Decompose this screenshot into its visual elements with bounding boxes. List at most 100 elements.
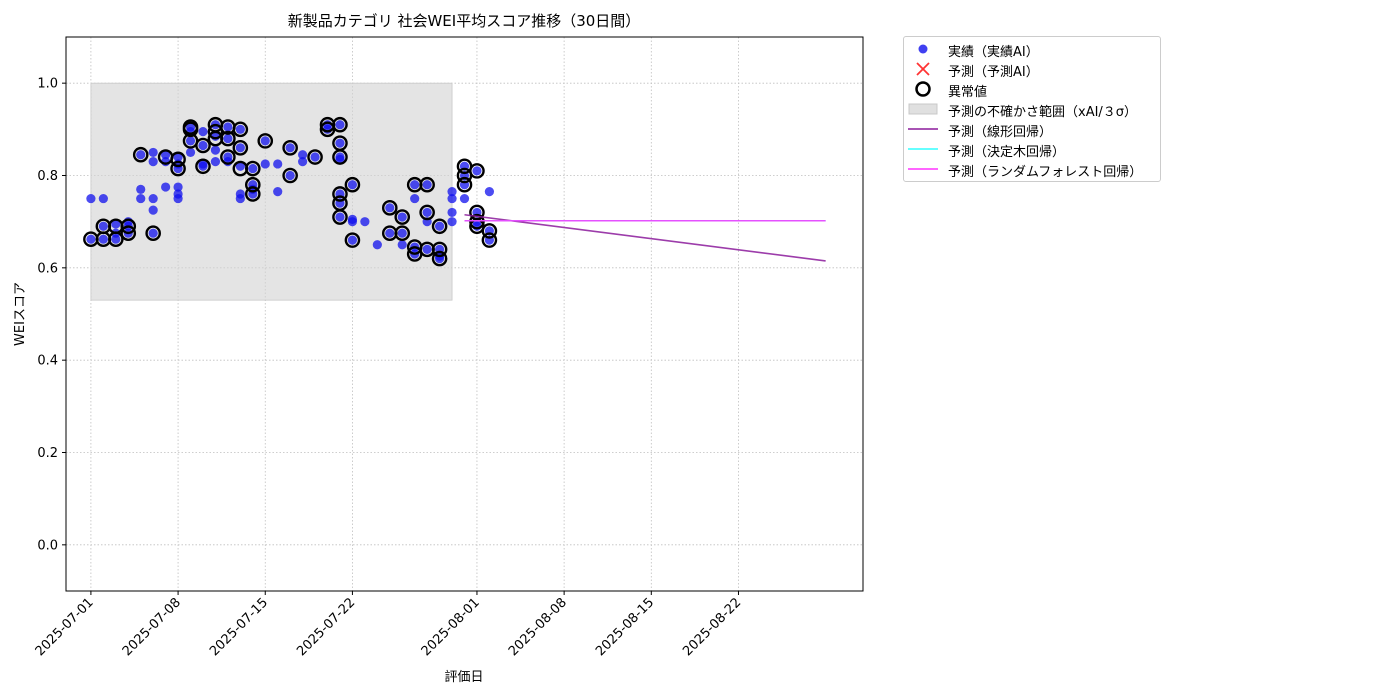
- legend-item-predicted: 予測（予測AI）: [904, 59, 1160, 80]
- anomaly-ring: [344, 232, 361, 248]
- y-tick-label: 0.0: [37, 538, 58, 553]
- actual-point: [235, 161, 245, 171]
- actual-point: [422, 244, 432, 254]
- anomaly-ring: [145, 225, 161, 242]
- anomaly-ring: [344, 176, 361, 193]
- anomaly-ring: [195, 137, 211, 154]
- actual-point: [210, 157, 221, 167]
- y-tick-label: 0.8: [37, 169, 58, 184]
- legend-label-band: 予測の不確かさ範囲（xAI/３σ）: [948, 105, 1138, 120]
- actual-point: [347, 235, 358, 245]
- plot-frame: [65, 36, 864, 592]
- actual-point: [148, 205, 158, 215]
- anomaly-ring: [257, 133, 274, 149]
- anomaly-ring: [456, 176, 473, 193]
- legend-label-linear: 予測（線形回帰）: [948, 125, 1053, 140]
- actual-point: [335, 212, 345, 222]
- actual-point: [173, 193, 183, 204]
- forecast-lines: [464, 213, 826, 262]
- actual-point: [148, 147, 158, 158]
- actual-point: [434, 221, 445, 231]
- legend-label-forest: 予測（ランダムフォレスト回帰）: [948, 165, 1143, 180]
- actual-point: [148, 228, 158, 238]
- actual-point: [223, 133, 233, 144]
- actual-point: [397, 228, 407, 238]
- actual-point: [273, 187, 283, 197]
- legend-label-anomaly: 異常値: [948, 85, 988, 100]
- anomaly-ring: [120, 218, 137, 235]
- actual-point: [210, 145, 221, 155]
- anomaly-ring: [481, 223, 498, 239]
- legend-symbol-tree: [908, 148, 938, 150]
- legend-symbol-actual: [918, 44, 928, 54]
- actual-point: [472, 166, 482, 176]
- actual-point: [86, 234, 96, 244]
- actual-point: [335, 120, 345, 130]
- y-axis-label: WEIスコア: [13, 282, 28, 346]
- actual-point: [86, 193, 96, 204]
- legend-item-forest: 予測（ランダムフォレスト回帰）: [904, 159, 1160, 180]
- actual-point: [260, 159, 270, 169]
- uncertainty-band: [90, 82, 453, 301]
- x-tick-label: 2025-08-22: [680, 595, 744, 659]
- actual-point: [447, 207, 457, 218]
- actual-point: [422, 180, 432, 190]
- legend-item-band: 予測の不確かさ範囲（xAI/３σ）: [904, 99, 1160, 120]
- anomaly-ring: [419, 204, 435, 221]
- x-tick-label: 2025-07-08: [120, 595, 184, 659]
- legend-item-anomaly: 異常値: [904, 79, 1160, 100]
- anomaly-ring: [394, 225, 411, 242]
- actual-point: [148, 157, 158, 167]
- actual-point: [98, 234, 108, 244]
- anomaly-ring: [332, 209, 348, 225]
- actual-point: [136, 184, 146, 194]
- actual-point: [173, 182, 183, 192]
- actual-points: [86, 120, 495, 264]
- anomaly-ring: [332, 186, 348, 202]
- anomaly-ring: [394, 209, 411, 225]
- actual-point: [310, 152, 320, 162]
- legend-symbol-anomaly: [915, 81, 931, 97]
- anomaly-ring: [232, 139, 249, 156]
- actual-point: [447, 187, 457, 197]
- uncertainty-band-rect: [90, 82, 453, 301]
- anomaly-ring: [195, 158, 211, 175]
- anomaly-ring: [469, 213, 485, 230]
- x-tick-label: 2025-08-15: [593, 595, 657, 659]
- legend-item-actual: 実績（実績AI）: [904, 39, 1160, 60]
- legend: 実績（実績AI） 予測（予測AI） 異常値 予測の不確かさ範囲（xAI/３σ） …: [903, 36, 1161, 182]
- actual-point: [235, 193, 245, 204]
- x-tick-label: 2025-07-22: [294, 595, 358, 659]
- actual-point: [459, 193, 470, 204]
- anomaly-ring: [431, 250, 448, 267]
- actual-point: [285, 170, 295, 181]
- actual-point: [161, 150, 171, 160]
- anomaly-ring: [132, 146, 149, 163]
- actual-point: [198, 127, 208, 137]
- legend-symbol-forest: [908, 168, 938, 170]
- actual-point: [410, 180, 420, 190]
- actual-point: [335, 154, 345, 164]
- anomaly-ring: [220, 149, 236, 165]
- actual-point: [298, 150, 308, 160]
- anomaly-ring: [419, 176, 435, 193]
- y-tick-label: 0.2: [37, 446, 58, 461]
- actual-point: [335, 138, 345, 148]
- legend-item-tree: 予測（決定木回帰）: [904, 139, 1160, 160]
- actual-point: [385, 203, 395, 213]
- actual-point: [235, 124, 245, 134]
- x-axis-ticks: 2025-07-01 2025-07-08 2025-07-15 2025-07-22…: [33, 591, 744, 659]
- anomaly-ring: [220, 130, 236, 147]
- anomaly-ring: [332, 116, 348, 133]
- legend-label-actual: 実績（実績AI）: [948, 45, 1039, 60]
- anomaly-ring: [244, 186, 261, 202]
- actual-point: [447, 193, 457, 204]
- anomaly-ring: [120, 225, 137, 242]
- anomaly-ring: [170, 151, 186, 168]
- anomaly-ring: [282, 139, 298, 156]
- x-tick-label: 2025-07-01: [33, 595, 97, 659]
- actual-point: [198, 161, 208, 171]
- actual-point: [248, 163, 258, 174]
- forecast-line: [464, 213, 826, 262]
- actual-point: [360, 217, 370, 227]
